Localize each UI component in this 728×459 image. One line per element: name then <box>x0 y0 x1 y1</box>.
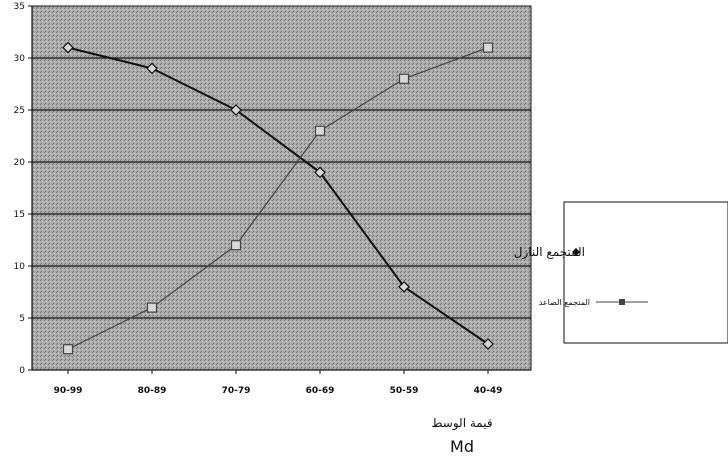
legend-box <box>563 201 728 344</box>
x-axis-ticks: 90-99 80-89 70-79 60-69 50-59 40-49 <box>54 370 503 396</box>
series-2-point <box>398 73 410 84</box>
series-1-point <box>314 166 326 179</box>
series-1-point <box>398 280 410 293</box>
x-axis-subtitle: Md <box>450 437 474 456</box>
x-tick-label: 60-69 <box>306 386 335 396</box>
plot-area <box>31 5 532 371</box>
series-line-2 <box>67 47 489 350</box>
y-tick-label: 5 <box>19 314 25 324</box>
series-1-point <box>62 41 74 54</box>
series-2-point <box>62 344 74 355</box>
series-1-point <box>146 62 158 75</box>
y-tick-label: 35 <box>14 2 25 12</box>
x-tick-label: 80-89 <box>138 386 167 396</box>
gridlines <box>32 57 531 319</box>
series-line-1 <box>67 46 489 345</box>
series-2-point <box>230 240 242 251</box>
y-tick-label: 25 <box>14 106 25 116</box>
x-axis-title: قيمة الوسط <box>431 416 492 431</box>
y-tick-label: 30 <box>14 54 26 64</box>
x-tick-label: 50-59 <box>390 386 419 396</box>
axes <box>31 6 531 371</box>
series-1-point <box>230 104 242 116</box>
x-tick-label: 40-49 <box>474 386 503 396</box>
legend-series-2-marker <box>619 299 625 305</box>
series-2-point <box>314 125 326 136</box>
y-axis-ticks: 0 5 10 15 20 25 30 35 <box>14 2 32 376</box>
y-tick-label: 15 <box>14 210 25 220</box>
series-layer <box>62 41 494 355</box>
y-tick-label: 0 <box>19 366 25 376</box>
y-tick-label: 20 <box>14 158 26 168</box>
x-tick-label: 90-99 <box>54 386 83 396</box>
series-2-point <box>146 302 158 313</box>
legend-series-1-label: المتجمع النازل <box>514 245 585 260</box>
legend-series-1-marker <box>572 248 580 256</box>
legend: المتجمع النازل المتجمع الصاعد <box>514 201 728 344</box>
x-tick-label: 70-79 <box>222 386 251 396</box>
series-1-point <box>482 338 494 350</box>
y-tick-label: 10 <box>14 262 26 272</box>
series-2-point <box>482 42 494 53</box>
legend-series-2-label: المتجمع الصاعد <box>539 298 590 307</box>
